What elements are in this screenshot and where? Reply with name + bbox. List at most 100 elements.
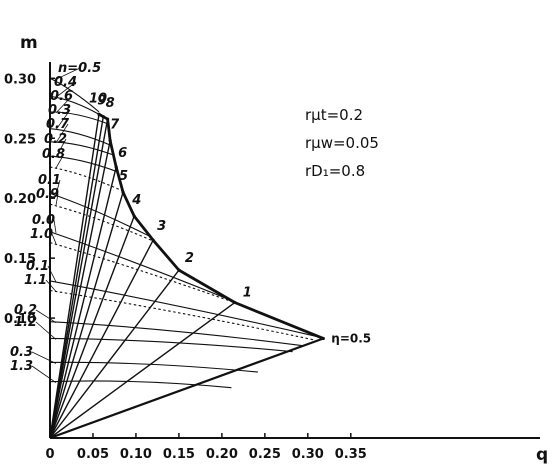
axes: m q: [20, 33, 548, 465]
eta-label: 9: [97, 94, 106, 109]
boundary-point: [321, 336, 325, 341]
n-label-leader: [55, 109, 71, 130]
n-curve: [49, 380, 232, 389]
eta-ray: [49, 337, 324, 440]
eta-label: 2: [185, 251, 194, 266]
n-curve-label: 0.7: [46, 117, 70, 132]
n-label-leader: [51, 233, 57, 244]
n-curve-label: 0.0: [32, 213, 55, 228]
n-curve-label: 0.8: [42, 147, 65, 162]
n-curve: [49, 203, 155, 242]
n-curve-label: 0.3: [10, 345, 33, 360]
boundary-point: [151, 238, 155, 242]
boundary-point: [233, 300, 237, 305]
n-label-leader: [35, 321, 57, 340]
parameter-text: rD₁=0.8: [305, 162, 365, 180]
n-curve: [49, 141, 114, 156]
eta-label: 3: [157, 219, 166, 234]
x-tick-label: 0.05: [77, 447, 109, 462]
n-label-leader: [31, 365, 57, 383]
n-curve-label: 0.6: [50, 89, 73, 104]
eta-label: 5: [119, 169, 128, 184]
parameter-text: rμt=0.2: [305, 106, 363, 124]
eta-label: η=0.5: [331, 331, 371, 345]
n-curve-label: 0.4: [54, 75, 77, 90]
eta-label: 10: [89, 91, 107, 106]
n-curve: [49, 192, 151, 238]
ticks: 0 0.05 0.10 0.15 0.20 0.25 0.30 0.350.100.150.2…: [4, 72, 367, 462]
n-label-leader: [47, 265, 57, 283]
x-tick-label: 0.10: [120, 447, 152, 462]
y-tick-label: 0.25: [4, 132, 36, 147]
boundary-point: [114, 165, 118, 169]
parameter-text: rμw=0.05: [305, 134, 379, 152]
n-label-leader: [53, 219, 57, 233]
eta-label: 4: [131, 193, 141, 208]
x-tick-label: 0.25: [249, 447, 281, 462]
n-curve: [49, 280, 321, 338]
n-curve: [49, 321, 303, 347]
eta-ray: [49, 118, 109, 439]
y-tick-label: 0.10: [4, 312, 36, 327]
n-curve: [49, 337, 293, 353]
n-curve-label: 0.1: [26, 259, 49, 274]
eta-ray: [49, 192, 124, 439]
n-curve-label: 1.2: [14, 315, 37, 330]
n-curve-label: 0.9: [36, 187, 59, 202]
n-curve-label: 0.3: [48, 103, 71, 118]
x-tick-label: 0.30: [292, 447, 324, 462]
eta-ray: [49, 166, 117, 439]
n-label-leader: [55, 81, 77, 98]
eta-ray: [49, 114, 100, 439]
boundary-point: [108, 139, 112, 143]
eta-ray: [49, 269, 180, 439]
n-curve: [49, 95, 100, 115]
x-tick-label: 0: [45, 447, 54, 462]
boundary-point: [177, 268, 181, 272]
y-tick-label: 0.20: [4, 192, 36, 207]
n-curve: [49, 166, 123, 192]
eta-label: 1: [243, 286, 252, 301]
eta-label: 6: [118, 146, 127, 161]
eta-ray: [49, 301, 236, 439]
n-curve-label: 1.0: [30, 227, 53, 242]
boundary-point: [121, 190, 125, 194]
n-curve: [49, 155, 118, 173]
y-tick-label: 0.15: [4, 252, 36, 267]
eta-ray: [49, 215, 135, 439]
curve-labels: n=0.50.40.60.30.70.20.80.10.90.01.00.11.…: [10, 61, 371, 383]
n-label-leader: [55, 67, 81, 80]
eta-label: 8: [106, 96, 115, 111]
n-label-leader: [55, 193, 59, 206]
n-label-leader: [31, 351, 57, 364]
n-curve-label: 1.1: [24, 273, 47, 288]
boundary-point: [105, 117, 110, 121]
boundary: [97, 112, 325, 341]
eta-label: 7: [110, 118, 120, 133]
y-tick-label: 0.30: [4, 72, 36, 87]
boundary-curve: [98, 113, 324, 340]
n-label-leader: [55, 179, 61, 195]
n-curves: [49, 77, 321, 389]
n-label-leader: [35, 309, 57, 324]
boundary-point: [97, 112, 101, 116]
n-label-leader: [55, 123, 69, 144]
n-curve: [49, 128, 112, 146]
boundary-point: [101, 115, 105, 119]
x-tick-label: 0.20: [206, 447, 238, 462]
x-axis-label: q: [536, 445, 548, 465]
n-label-leader: [55, 153, 65, 169]
n-curve-label: 0.2: [14, 303, 37, 318]
n-curve: [49, 231, 231, 301]
n-label-leader: [55, 138, 67, 158]
n-curve: [49, 77, 100, 113]
n-label-leader: [45, 279, 57, 292]
n-curve-label: 0.2: [44, 132, 67, 147]
y-axis-label: m: [20, 33, 38, 53]
n-curve: [49, 111, 109, 125]
boundary-point: [132, 214, 136, 218]
parameter-block: rμt=0.2 rμw=0.05 rD₁=0.8: [305, 106, 379, 180]
n-curve-label: 0.1: [38, 173, 61, 188]
n-curve: [49, 289, 314, 341]
